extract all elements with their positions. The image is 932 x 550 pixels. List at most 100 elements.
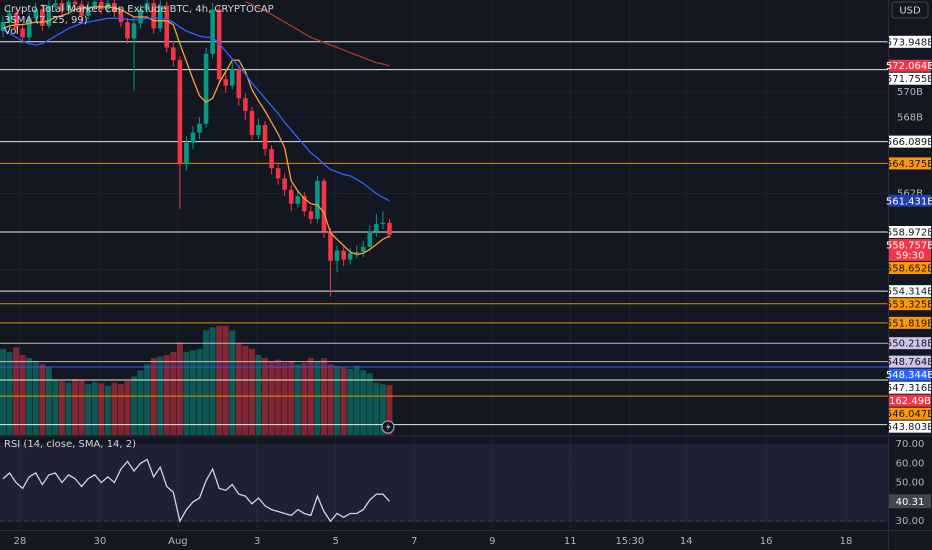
- currency[interactable]: USD: [899, 6, 921, 17]
- volume-bar: [353, 365, 360, 435]
- level-label: 548.344B: [886, 370, 932, 381]
- volume-bar: [327, 364, 334, 435]
- candle-body: [308, 211, 314, 219]
- candle-body: [262, 124, 268, 150]
- volume-bar: [248, 348, 255, 435]
- volume-bar: [72, 379, 79, 435]
- volume-bar: [347, 368, 354, 435]
- candle-body: [360, 246, 366, 252]
- level-label-box: [889, 420, 931, 433]
- level-label-box: [889, 381, 931, 394]
- level-label-box: [889, 59, 931, 72]
- sma-line: [245, 1, 390, 67]
- candle-body: [223, 79, 229, 86]
- volume-bar: [340, 367, 347, 435]
- candle-body: [269, 149, 274, 169]
- candle-body: [177, 60, 183, 165]
- level-label: 548.764B: [886, 357, 932, 368]
- level-label-box: [889, 285, 931, 298]
- candle-body: [40, 9, 45, 26]
- candle-body: [328, 231, 333, 261]
- level-label-box: [889, 337, 931, 350]
- volume-bar: [98, 383, 105, 435]
- volume-bar: [78, 380, 85, 435]
- rsi-tick-label: 50.00: [896, 478, 925, 489]
- candle-body: [380, 222, 386, 225]
- candle-body: [184, 142, 189, 165]
- volume-bar: [111, 382, 118, 435]
- level-label-box: [889, 157, 931, 170]
- level-label-box: [889, 135, 931, 148]
- candle-body: [46, 5, 52, 26]
- volume-bar: [366, 373, 373, 435]
- volume-bar: [6, 351, 13, 435]
- x-tick-label: 18: [840, 536, 853, 547]
- volume-bar: [183, 351, 190, 435]
- axes: 2830Aug35791115:30141618570B568B562B556B…: [14, 35, 932, 547]
- level-label: 543.803B: [886, 422, 932, 433]
- candle-body: [7, 13, 12, 23]
- candle-body: [367, 231, 373, 247]
- volume-bar: [281, 362, 288, 435]
- volume-bar: [379, 384, 386, 435]
- volume-bar: [117, 384, 124, 435]
- level-label-box: [889, 194, 931, 207]
- volume-bar: [19, 355, 26, 435]
- candle-body: [197, 123, 202, 133]
- candle-body: [0, 22, 6, 31]
- volume-bar: [373, 382, 380, 435]
- volume-bar: [85, 384, 92, 435]
- candle-body: [144, 3, 150, 10]
- volume-title: Vol: [4, 26, 19, 37]
- candle-body: [118, 11, 124, 23]
- volume-bar: [32, 361, 39, 435]
- candle-body: [275, 168, 281, 179]
- x-tick-label: 7: [411, 536, 417, 547]
- level-label: 561.431B: [886, 196, 932, 207]
- x-tick-label: Aug: [168, 536, 188, 547]
- x-tick-label: 11: [564, 536, 577, 547]
- candle-body: [125, 22, 130, 39]
- candle-body: [53, 3, 58, 6]
- candle-body: [92, 1, 98, 7]
- volume-label-box: [889, 394, 931, 407]
- level-label: 572.064B: [886, 61, 932, 72]
- candle-body: [315, 180, 320, 219]
- x-tick-label: 15:30: [615, 536, 644, 547]
- indicator-label: 3SMA (7, 25, 99): [4, 15, 88, 26]
- main-pane: [0, 0, 888, 435]
- candle-body: [243, 98, 248, 112]
- volume-bar: [229, 330, 236, 435]
- candle-body: [229, 69, 235, 86]
- candle-body: [20, 28, 25, 38]
- x-tick-label: 28: [14, 536, 27, 547]
- candle-body: [33, 9, 39, 19]
- level-label-box: [889, 407, 931, 420]
- level-label-box: [889, 72, 931, 85]
- volume-bar: [301, 362, 308, 435]
- level-label-box: [889, 239, 931, 262]
- rsi-tick-label: 70.00: [896, 439, 925, 450]
- level-label-box: [889, 316, 931, 329]
- volume-bar: [235, 342, 242, 435]
- volume-bar: [386, 385, 393, 435]
- x-tick-label: 3: [254, 536, 260, 547]
- volume-bar: [294, 364, 301, 435]
- candle-body: [72, 1, 78, 5]
- volume-bar: [0, 348, 7, 435]
- volume-bar: [288, 361, 295, 435]
- candle-body: [256, 124, 261, 136]
- rsi-tick-label: 30.00: [896, 516, 925, 527]
- candle-body: [85, 6, 91, 16]
- candle-body: [321, 180, 327, 232]
- volume-bar: [137, 370, 144, 435]
- volume-bar: [91, 382, 98, 435]
- candle-body: [302, 196, 307, 212]
- volume-bar: [58, 381, 65, 435]
- volume-bar: [163, 355, 170, 435]
- candle-body: [190, 132, 196, 143]
- candle-body: [66, 1, 71, 11]
- level-label-box: [889, 226, 931, 239]
- candle-body: [164, 5, 170, 48]
- currency-button[interactable]: [891, 1, 929, 19]
